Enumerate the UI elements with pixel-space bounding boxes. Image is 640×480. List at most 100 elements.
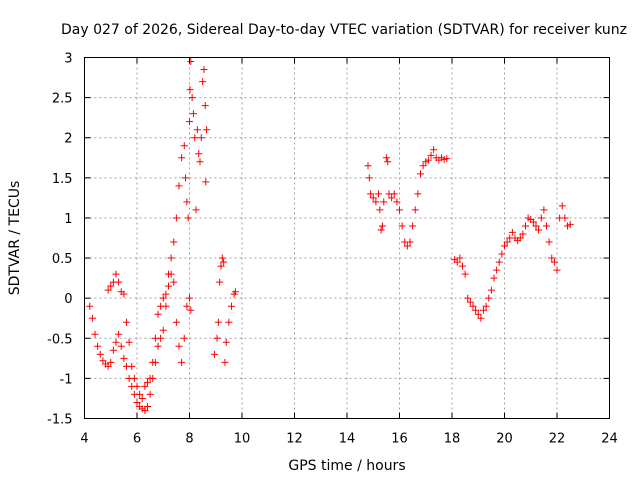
x-tick-label: 10 xyxy=(234,432,251,447)
data-point-plus xyxy=(186,86,194,94)
data-point-plus xyxy=(91,330,99,338)
data-point-plus xyxy=(474,310,482,318)
data-point-plus xyxy=(453,258,461,266)
data-point-plus xyxy=(117,342,125,350)
y-axis-title: SDTVAR / TECUs xyxy=(7,181,23,296)
y-tick-label: 0 xyxy=(64,292,72,307)
data-point-plus xyxy=(196,158,204,166)
data-point-plus xyxy=(222,338,230,346)
data-point-plus xyxy=(540,206,548,214)
data-point-plus xyxy=(406,238,414,246)
data-point-plus xyxy=(419,162,427,170)
x-axis-title: GPS time / hours xyxy=(288,458,405,474)
data-point-plus xyxy=(377,226,385,234)
data-point-plus xyxy=(195,150,203,158)
data-point-plus xyxy=(104,286,112,294)
data-point-plus xyxy=(197,134,205,142)
data-point-plus xyxy=(553,266,561,274)
data-point-plus xyxy=(203,126,211,134)
x-tick-label: 14 xyxy=(339,432,356,447)
data-point-plus xyxy=(364,162,372,170)
data-point-plus xyxy=(461,270,469,278)
data-point-plus xyxy=(495,258,503,266)
data-point-plus xyxy=(201,102,209,110)
data-point-plus xyxy=(430,146,438,154)
x-tick-labels: 4 6 8 10 12 14 16 18 20 22 24 xyxy=(80,432,617,447)
data-point-plus xyxy=(109,346,117,354)
data-point-plus xyxy=(477,314,485,322)
data-point-plus xyxy=(213,334,221,342)
y-tick-label: 0.5 xyxy=(52,252,73,267)
data-point-plus xyxy=(490,274,498,282)
data-point-plus xyxy=(157,302,165,310)
data-point-plus xyxy=(120,354,128,362)
data-point-plus xyxy=(141,406,149,414)
y-tick-label: 2 xyxy=(64,132,72,147)
data-point-plus xyxy=(180,142,188,150)
data-point-plus xyxy=(537,214,545,222)
data-point-plus xyxy=(535,226,543,234)
data-point-plus xyxy=(128,362,136,370)
data-point-plus xyxy=(529,218,537,226)
y-tick-label: -1.5 xyxy=(47,413,72,428)
series-3 xyxy=(210,254,239,366)
data-point-plus xyxy=(186,118,193,126)
data-point-plus xyxy=(115,278,123,286)
data-point-plus xyxy=(558,202,566,210)
data-point-plus xyxy=(543,222,550,230)
data-point-plus xyxy=(214,318,222,326)
data-point-plus xyxy=(459,262,466,270)
data-point-plus xyxy=(188,94,196,102)
data-point-plus xyxy=(369,194,377,202)
data-point-plus xyxy=(388,194,396,202)
series-4 xyxy=(364,146,451,250)
data-point-plus xyxy=(199,78,207,86)
data-point-plus xyxy=(159,326,167,334)
y-tick-label: 3 xyxy=(64,52,72,67)
series-5 xyxy=(451,202,574,322)
data-point-plus xyxy=(202,178,210,186)
data-point-plus xyxy=(522,222,529,230)
data-point-plus xyxy=(221,358,229,366)
data-point-plus xyxy=(141,382,149,390)
data-point-plus xyxy=(498,250,506,258)
data-point-plus xyxy=(192,206,200,214)
x-tick-label: 16 xyxy=(391,432,408,447)
data-point-plus xyxy=(130,374,138,382)
data-point-plus xyxy=(482,302,490,310)
data-point-plus xyxy=(466,298,474,306)
x-tick-label: 20 xyxy=(496,432,513,447)
data-point-plus xyxy=(443,155,451,163)
data-point-plus xyxy=(393,198,401,206)
y-tick-label: -0.5 xyxy=(47,332,72,347)
data-point-plus xyxy=(165,270,172,278)
data-point-plus xyxy=(487,286,495,294)
data-point-plus xyxy=(427,151,435,159)
data-point-plus xyxy=(178,154,186,162)
y-tick-label: -1 xyxy=(60,372,73,387)
data-point-plus xyxy=(151,334,159,342)
data-point-plus xyxy=(545,238,553,246)
data-point-plus xyxy=(217,262,225,270)
data-point-plus xyxy=(216,278,224,286)
data-point-plus xyxy=(136,390,144,398)
data-point-plus xyxy=(88,314,96,322)
data-point-plus xyxy=(561,214,569,222)
data-point-plus xyxy=(508,228,516,236)
data-point-plus xyxy=(175,342,183,350)
data-point-plus xyxy=(231,288,239,296)
data-point-plus xyxy=(375,190,382,198)
data-point-plus xyxy=(472,306,480,314)
data-point-plus xyxy=(170,278,178,286)
data-point-plus xyxy=(183,302,191,310)
data-point-plus xyxy=(191,134,199,142)
x-tick-label: 24 xyxy=(601,432,618,447)
data-point-plus xyxy=(125,338,133,346)
data-point-plus xyxy=(107,282,115,290)
grid-lines xyxy=(84,57,610,419)
data-point-plus xyxy=(178,358,186,366)
data-point-plus xyxy=(172,318,180,326)
data-point-plus xyxy=(380,198,388,206)
chart-title: Day 027 of 2026, Sidereal Day-to-day VTE… xyxy=(61,22,627,38)
